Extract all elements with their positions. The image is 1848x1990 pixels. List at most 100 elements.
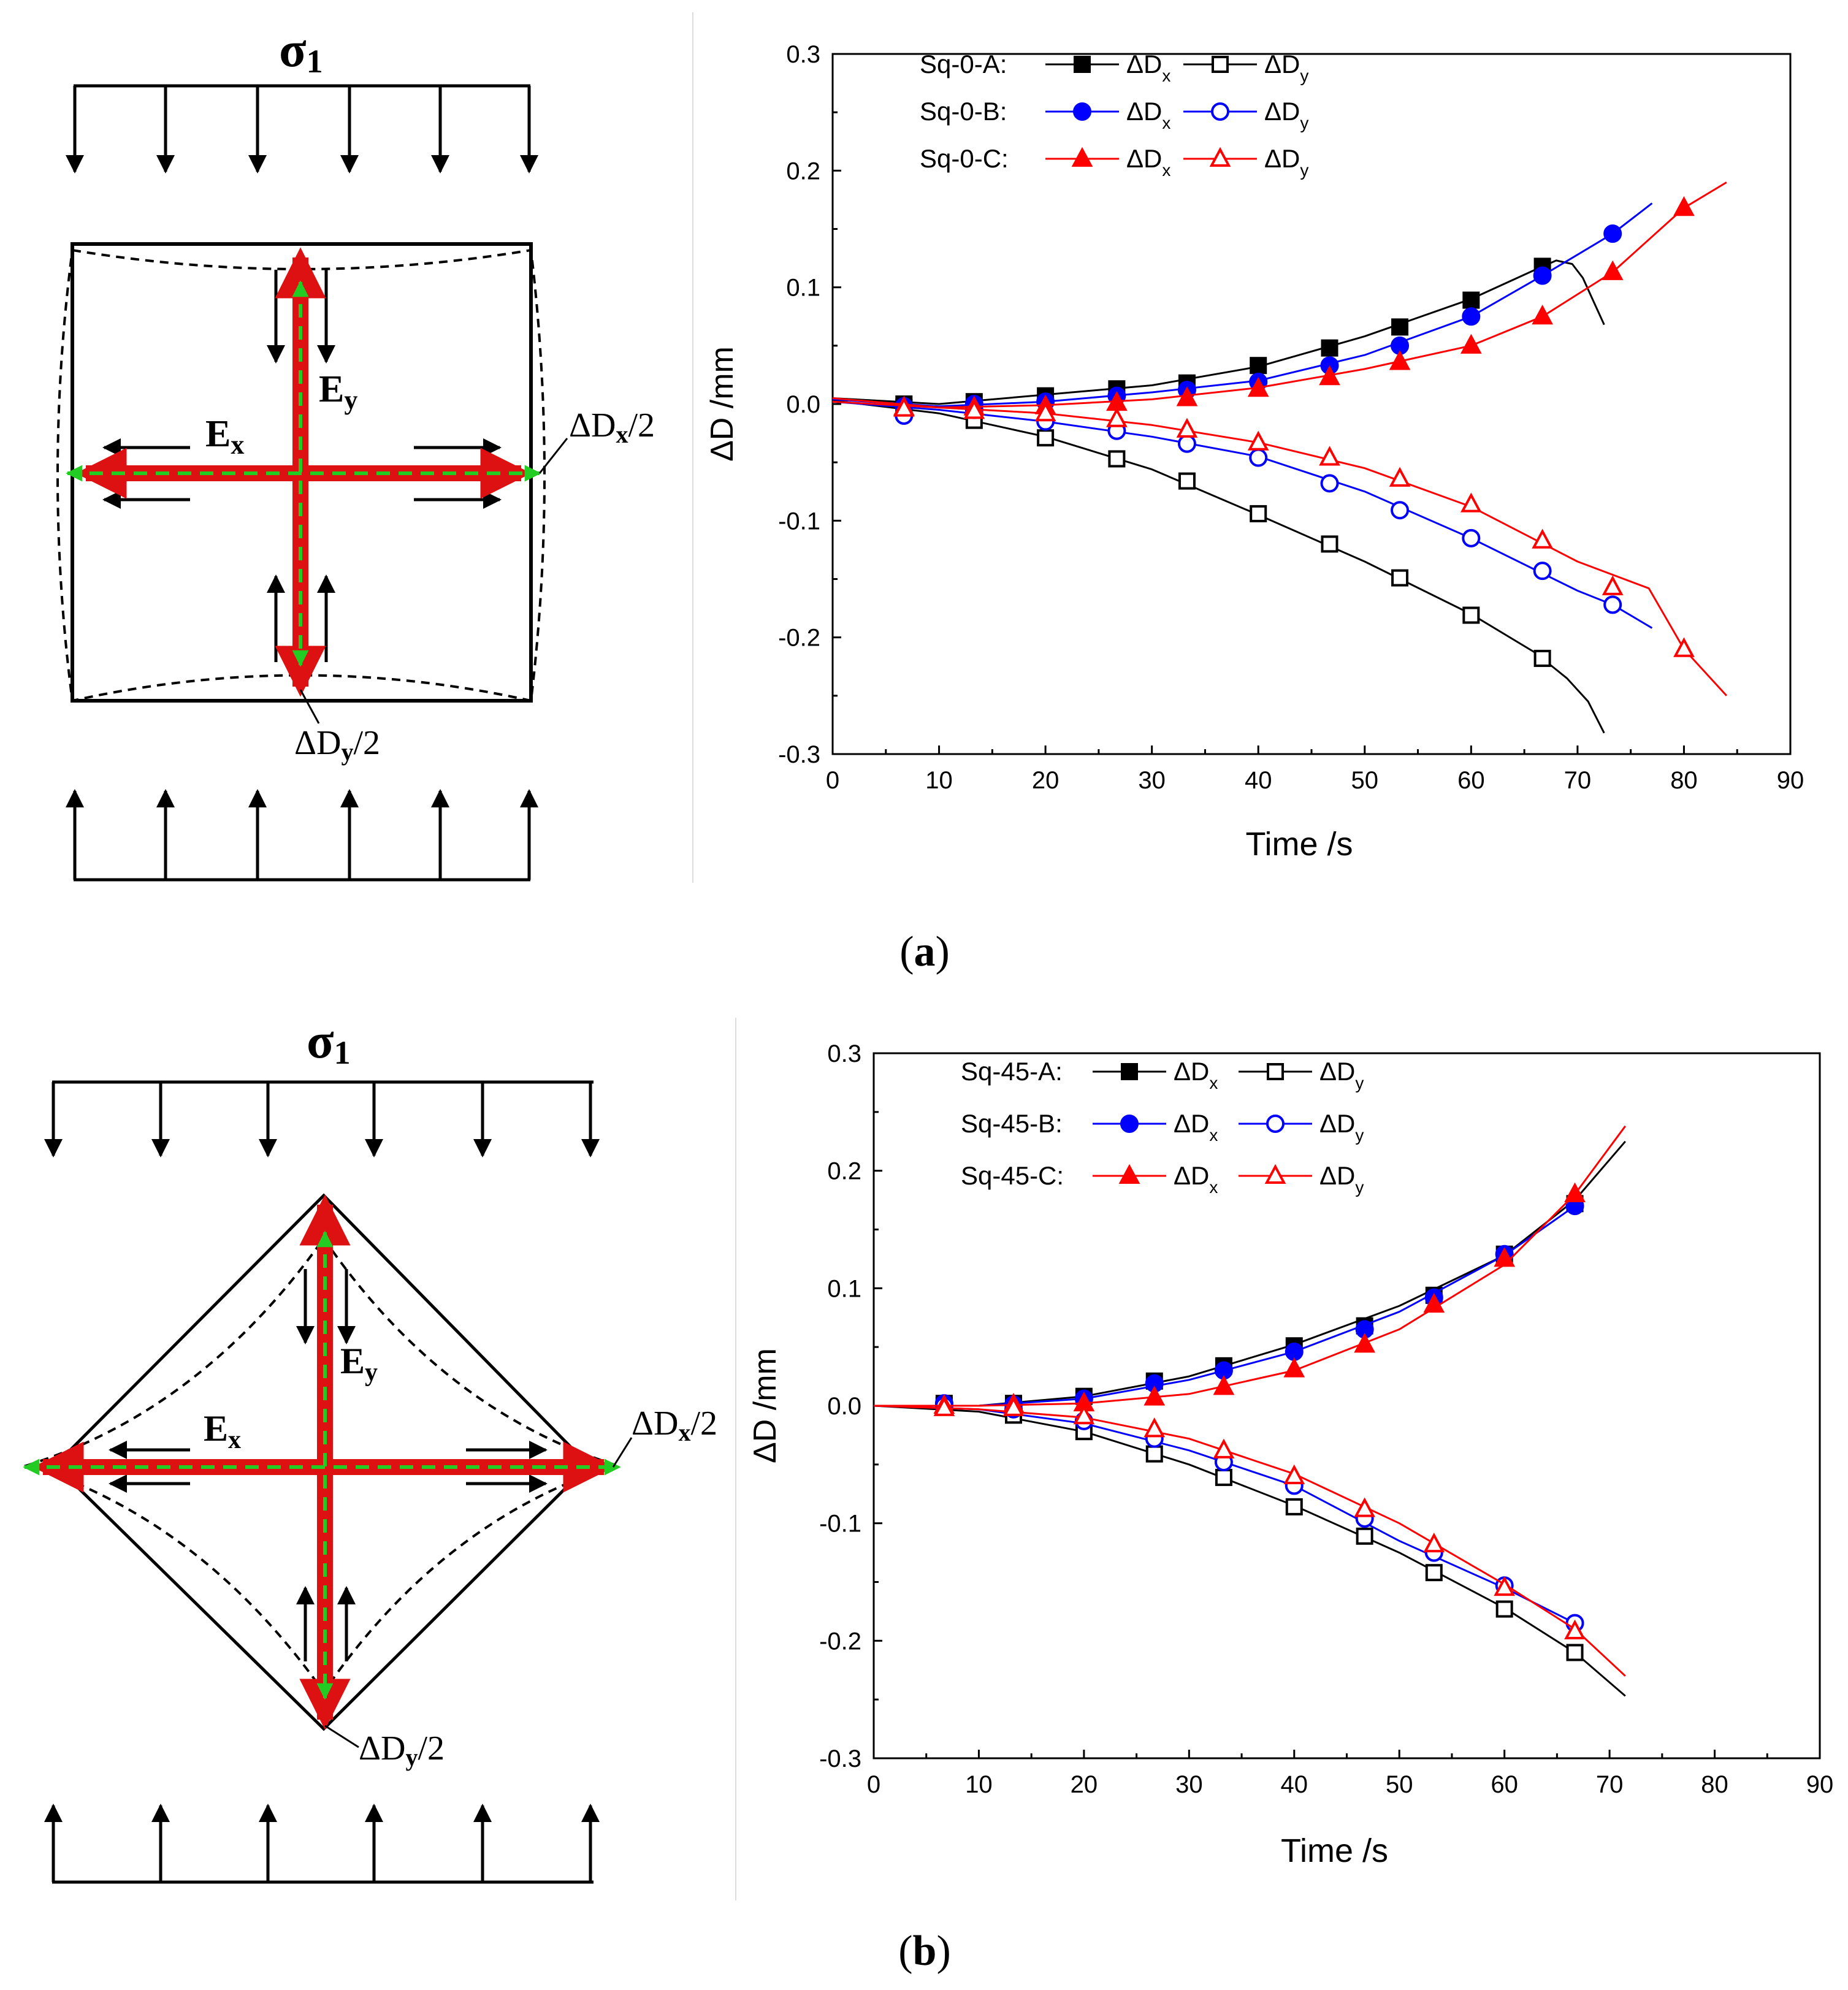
dx-label: ΔDx/2 (632, 1405, 717, 1446)
y-tick-label: 0.1 (786, 275, 820, 302)
legend-row: Sq-45-B: ΔDx ΔDy (961, 1109, 1364, 1145)
top-load-arrows (66, 84, 538, 173)
series-line (832, 181, 1727, 409)
series-line (873, 1405, 1626, 1677)
data-point (1462, 307, 1481, 326)
x-tick-label: 10 (965, 1771, 993, 1798)
x-tick-label: 40 (1281, 1771, 1308, 1798)
series-line (832, 399, 1605, 734)
x-tick-label: 20 (1032, 767, 1060, 794)
bottom-load-arrows (66, 789, 538, 882)
series-sq-0-a-dx (832, 257, 1605, 413)
legend-row: Sq-45-A: ΔDx ΔDy (961, 1057, 1364, 1092)
data-point (1106, 407, 1128, 427)
ey-label: Ey (340, 1341, 378, 1387)
y-tick-label: 0.0 (786, 391, 820, 418)
data-point (1673, 196, 1695, 216)
strain-cross (66, 247, 541, 697)
x-tick-label: 80 (1701, 1771, 1728, 1798)
legend-marker (1120, 1115, 1139, 1133)
legend-marker (1266, 1115, 1285, 1133)
y-tick-label: 0.3 (827, 1040, 861, 1067)
x-tick-label: 90 (1777, 767, 1804, 794)
data-point (1250, 357, 1267, 375)
legend-dy: ΔDy (1264, 97, 1308, 132)
legend-specimen: Sq-0-A: (920, 50, 1007, 78)
ey-label: Ey (319, 368, 357, 415)
data-point (1283, 1464, 1305, 1484)
x-tick-label: 30 (1138, 767, 1166, 794)
legend-specimen: Sq-0-C: (920, 144, 1009, 173)
data-point (1213, 1438, 1235, 1458)
data-point (1391, 318, 1409, 336)
series-sq-45-a-dy (873, 1397, 1626, 1697)
series-sq-0-b-dy (832, 400, 1653, 629)
legend-marker (1211, 102, 1229, 121)
legend-marker (1121, 1063, 1138, 1080)
x-tick-label: 0 (867, 1771, 880, 1798)
x-tick-label: 50 (1351, 767, 1379, 794)
series-line (832, 400, 1653, 629)
y-tick-label: -0.3 (778, 741, 820, 768)
data-point (1603, 595, 1622, 614)
data-point (1462, 291, 1480, 309)
data-point (1533, 649, 1551, 667)
legend-specimen: Sq-45-A: (961, 1057, 1063, 1086)
data-point (1034, 402, 1056, 422)
dx-leader (612, 1437, 633, 1468)
x-tick-label: 10 (925, 767, 953, 794)
ex-label: Ex (205, 413, 244, 460)
data-point (1423, 1292, 1445, 1313)
panel-b-label: (b) (898, 1927, 951, 1975)
x-axis-label: Time /s (1246, 826, 1353, 863)
data-point (1602, 260, 1624, 280)
series-line (832, 259, 1605, 405)
diagram-square: σ1 Ex Ey ΔDx/2 ΔDy/2 (56, 21, 655, 882)
x-tick-label: 90 (1806, 1771, 1834, 1798)
data-point (893, 397, 915, 417)
data-point (1425, 1564, 1443, 1582)
data-point (1321, 339, 1338, 357)
y-tick-label: -0.3 (819, 1745, 861, 1772)
y-tick-label: 0.0 (827, 1393, 861, 1420)
data-point (1073, 1405, 1095, 1425)
panel-a-label: (a) (899, 928, 950, 975)
y-tick-label: -0.2 (778, 625, 820, 652)
series-line (832, 400, 1728, 696)
data-point (1285, 1342, 1304, 1361)
data-point (1144, 1386, 1166, 1406)
series-sq-0-c-dy (832, 397, 1728, 696)
data-point (1462, 528, 1481, 547)
legend-dx: ΔDx (1126, 144, 1170, 180)
legend: Sq-0-A: ΔDx ΔDy Sq-0-B: ΔDx ΔDy Sq-0-C: ΔDx ΔDy (920, 50, 1308, 180)
x-tick-label: 50 (1386, 1771, 1413, 1798)
data-point (1532, 528, 1553, 549)
data-point (1037, 429, 1055, 447)
legend-marker (1212, 56, 1229, 73)
y-tick-label: -0.1 (778, 508, 820, 535)
dx-leader (538, 438, 568, 474)
data-point (1389, 350, 1411, 370)
series-line (873, 1405, 1576, 1624)
y-tick-label: -0.1 (819, 1511, 861, 1538)
data-point (1460, 492, 1482, 513)
data-point (1250, 505, 1267, 522)
series-sq-0-b-dx (832, 202, 1653, 416)
series-sq-45-b-dy (873, 1397, 1584, 1633)
data-point (1176, 417, 1198, 438)
chart-b: 0 10 20 30 40 50 60 70 80 90 -0.3 -0.2 -0.1 0.0 0.1 0.2… (747, 1040, 1833, 1869)
sigma-label: σ1 (279, 21, 323, 80)
legend-marker (1118, 1164, 1140, 1184)
sigma-label: σ1 (307, 1013, 351, 1071)
deformed-outline (56, 248, 546, 703)
series-sq-45-b-dx (874, 1197, 1584, 1414)
data-point (1495, 1600, 1513, 1618)
strain-cross (23, 1194, 621, 1730)
data-point (1354, 1497, 1375, 1517)
legend-marker (1071, 147, 1093, 167)
legend-dy: ΔDy (1319, 1057, 1364, 1092)
y-tick-label: -0.2 (819, 1628, 861, 1655)
x-tick-label: 60 (1491, 1771, 1518, 1798)
data-point (1283, 1357, 1305, 1378)
